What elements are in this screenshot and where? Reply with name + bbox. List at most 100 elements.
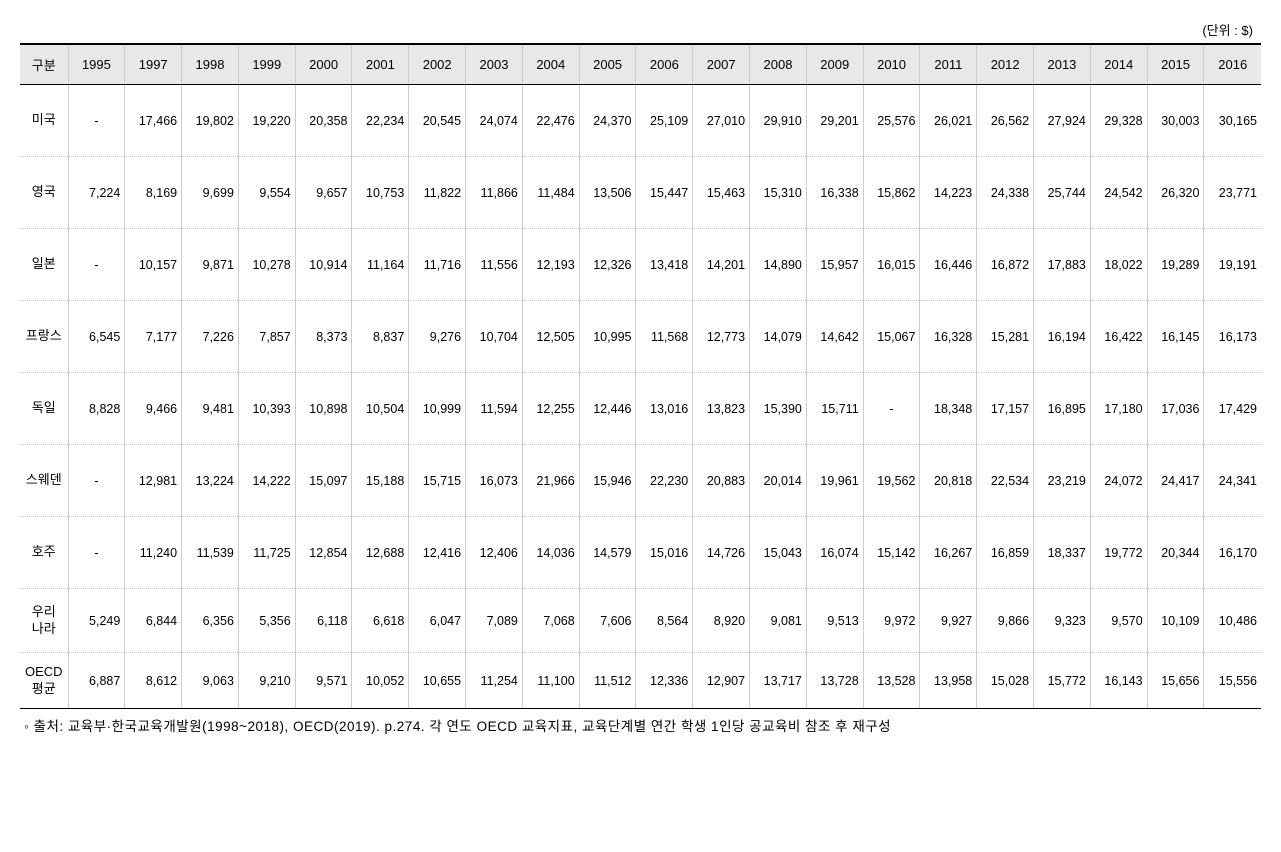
cell-value: 16,145 (1147, 301, 1204, 373)
row-label: 프랑스 (20, 301, 68, 373)
cell-value: 15,711 (806, 373, 863, 445)
cell-value: 19,961 (806, 445, 863, 517)
table-row: 스웨덴-12,98113,22414,22215,09715,18815,715… (20, 445, 1261, 517)
cell-value: 20,344 (1147, 517, 1204, 589)
cell-value: - (863, 373, 920, 445)
cell-value: 22,476 (522, 85, 579, 157)
cell-value: 24,341 (1204, 445, 1261, 517)
cell-value: 29,328 (1090, 85, 1147, 157)
cell-value: 5,356 (238, 589, 295, 653)
cell-value: 16,073 (466, 445, 523, 517)
cell-value: 6,844 (125, 589, 182, 653)
cell-value: 6,887 (68, 653, 125, 709)
cell-value: 16,328 (920, 301, 977, 373)
cell-value: 9,466 (125, 373, 182, 445)
cell-value: 9,276 (409, 301, 466, 373)
cell-value: 20,358 (295, 85, 352, 157)
table-row: 프랑스6,5457,1777,2267,8578,3738,8379,27610… (20, 301, 1261, 373)
cell-value: 16,170 (1204, 517, 1261, 589)
cell-value: 14,079 (750, 301, 807, 373)
cell-value: 25,576 (863, 85, 920, 157)
cell-value: 16,015 (863, 229, 920, 301)
cell-value: 16,173 (1204, 301, 1261, 373)
table-row: 호주-11,24011,53911,72512,85412,68812,4161… (20, 517, 1261, 589)
cell-value: 8,828 (68, 373, 125, 445)
row-label: 스웨덴 (20, 445, 68, 517)
source-note: ◦ 출처: 교육부·한국교육개발원(1998~2018), OECD(2019)… (20, 715, 1261, 735)
cell-value: 17,429 (1204, 373, 1261, 445)
cell-value: 11,100 (522, 653, 579, 709)
cell-value: 11,716 (409, 229, 466, 301)
table-row: 우리나라5,2496,8446,3565,3566,1186,6186,0477… (20, 589, 1261, 653)
cell-value: 10,999 (409, 373, 466, 445)
cell-value: 13,506 (579, 157, 636, 229)
cell-value: 13,224 (182, 445, 239, 517)
cell-value: 10,914 (295, 229, 352, 301)
cell-value: 15,463 (693, 157, 750, 229)
cell-value: 17,466 (125, 85, 182, 157)
cell-value: 9,866 (977, 589, 1034, 653)
cell-value: 14,036 (522, 517, 579, 589)
cell-value: 9,323 (1034, 589, 1091, 653)
data-table: 구분19951997199819992000200120022003200420… (20, 43, 1261, 709)
header-year-2014: 2014 (1090, 44, 1147, 85)
cell-value: 12,446 (579, 373, 636, 445)
cell-value: 19,802 (182, 85, 239, 157)
cell-value: 11,822 (409, 157, 466, 229)
cell-value: 6,545 (68, 301, 125, 373)
cell-value: 19,289 (1147, 229, 1204, 301)
cell-value: 9,063 (182, 653, 239, 709)
table-row: 영국7,2248,1699,6999,5549,65710,75311,8221… (20, 157, 1261, 229)
cell-value: 16,267 (920, 517, 977, 589)
cell-value: 14,223 (920, 157, 977, 229)
header-year-2016: 2016 (1204, 44, 1261, 85)
header-year-2000: 2000 (295, 44, 352, 85)
header-row: 구분19951997199819992000200120022003200420… (20, 44, 1261, 85)
cell-value: 9,871 (182, 229, 239, 301)
header-year-2004: 2004 (522, 44, 579, 85)
cell-value: 26,021 (920, 85, 977, 157)
cell-value: 8,564 (636, 589, 693, 653)
cell-value: 17,157 (977, 373, 1034, 445)
header-category: 구분 (20, 44, 68, 85)
cell-value: 11,254 (466, 653, 523, 709)
header-year-2010: 2010 (863, 44, 920, 85)
header-year-1995: 1995 (68, 44, 125, 85)
cell-value: 9,554 (238, 157, 295, 229)
cell-value: 11,240 (125, 517, 182, 589)
row-label: OECD평균 (20, 653, 68, 709)
cell-value: 19,562 (863, 445, 920, 517)
cell-value: 12,907 (693, 653, 750, 709)
table-row: 독일8,8289,4669,48110,39310,89810,50410,99… (20, 373, 1261, 445)
header-year-2008: 2008 (750, 44, 807, 85)
cell-value: 15,043 (750, 517, 807, 589)
cell-value: 19,772 (1090, 517, 1147, 589)
cell-value: 10,486 (1204, 589, 1261, 653)
cell-value: 30,003 (1147, 85, 1204, 157)
header-year-2005: 2005 (579, 44, 636, 85)
table-row: 일본-10,1579,87110,27810,91411,16411,71611… (20, 229, 1261, 301)
cell-value: 15,715 (409, 445, 466, 517)
cell-value: 7,606 (579, 589, 636, 653)
cell-value: 15,556 (1204, 653, 1261, 709)
cell-value: 11,556 (466, 229, 523, 301)
cell-value: 12,255 (522, 373, 579, 445)
cell-value: 12,326 (579, 229, 636, 301)
cell-value: 7,226 (182, 301, 239, 373)
header-year-2006: 2006 (636, 44, 693, 85)
cell-value: 12,193 (522, 229, 579, 301)
cell-value: 15,028 (977, 653, 1034, 709)
unit-label: (단위 : $) (20, 20, 1261, 39)
table-body: 미국-17,46619,80219,22020,35822,23420,5452… (20, 85, 1261, 709)
cell-value: 12,773 (693, 301, 750, 373)
cell-value: 7,857 (238, 301, 295, 373)
cell-value: 17,883 (1034, 229, 1091, 301)
cell-value: 24,370 (579, 85, 636, 157)
cell-value: 6,356 (182, 589, 239, 653)
cell-value: 20,883 (693, 445, 750, 517)
cell-value: 11,866 (466, 157, 523, 229)
cell-value: 24,074 (466, 85, 523, 157)
cell-value: - (68, 445, 125, 517)
cell-value: 15,188 (352, 445, 409, 517)
cell-value: 15,310 (750, 157, 807, 229)
